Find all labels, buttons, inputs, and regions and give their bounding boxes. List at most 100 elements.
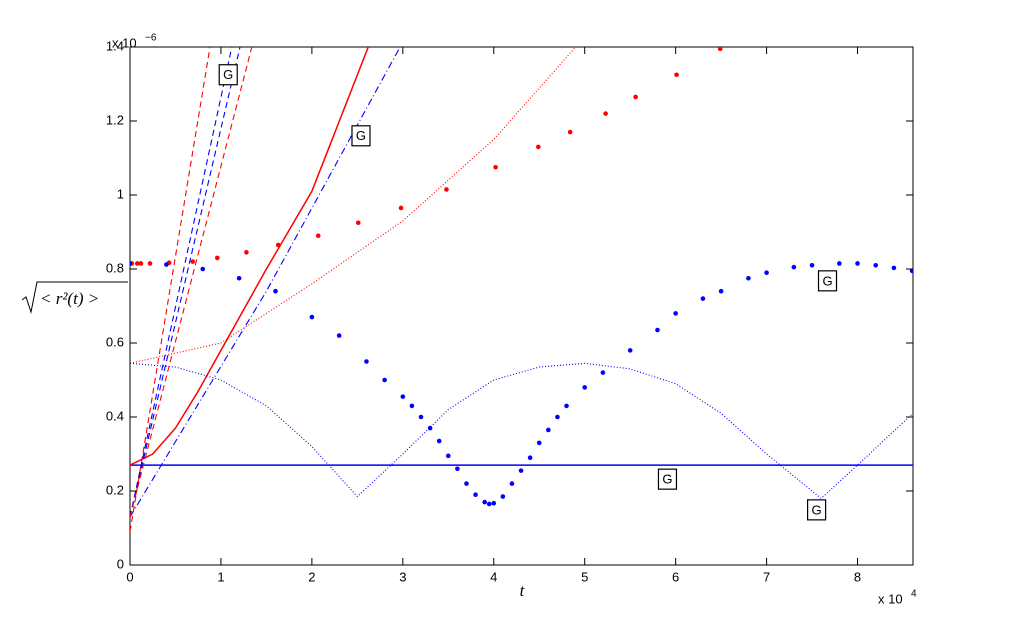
data-point [500,494,506,499]
x-tick-label: 6 [672,569,679,584]
data-point [455,466,460,472]
data-point [244,250,249,255]
data-point [837,261,842,266]
x-tick-label: 8 [854,569,861,584]
data-point [147,261,153,266]
data-point [700,296,706,301]
data-line [130,362,913,500]
data-point [674,72,679,78]
data-point [190,259,196,264]
data-point [491,500,497,506]
data-line [130,47,233,518]
data-point [436,438,442,444]
data-point [718,288,724,294]
annotation: G [812,502,822,517]
data-point [130,261,133,266]
y-tick-label: 0.8 [106,260,124,275]
data-point [355,220,361,226]
annotation: G [822,273,832,288]
data-line [130,47,253,518]
data-point [746,275,751,281]
data-point [273,288,278,294]
x-tick-label: 3 [399,569,406,584]
annotation-box [218,64,238,86]
annotation-box [817,270,838,292]
annotation-box [351,125,371,147]
annotation-box [657,468,678,490]
data-point [891,265,897,271]
data-point [464,481,469,486]
data-point [493,164,498,170]
data-point [309,314,315,320]
data-point [400,394,406,399]
y-tick-label: 1.4 [106,38,124,53]
sqrt-sign [21,281,128,314]
data-point [444,187,449,192]
y-tick-label: 0.4 [106,408,124,423]
data-point [633,94,638,100]
data-point [582,385,588,390]
data-point [518,468,524,473]
y-multiplier-exponent: −6 [145,33,157,44]
annotation-box [807,499,827,521]
data-point [555,414,560,420]
data-point [764,270,769,276]
y-axis-label: < r²(t) > [40,289,99,308]
data-point [486,501,492,507]
data-point [809,263,815,268]
data-point [382,377,387,383]
data-point [336,333,342,338]
y-tick-label: 0.6 [106,334,124,349]
data-point [473,492,478,498]
data-point [536,144,541,150]
data-point [482,499,487,505]
data-point [546,427,551,433]
data-line [130,47,211,532]
data-point [315,233,321,238]
data-point [855,261,860,266]
data-point [909,268,913,274]
data-point [567,129,573,135]
data-point [364,359,369,364]
data-point [600,370,606,375]
annotation: G [662,472,672,487]
data-point [655,327,660,333]
data-point [200,266,206,272]
data-point [603,111,608,116]
data-point [564,403,569,409]
x-multiplier-exponent: 4 [911,589,917,600]
data-point [164,262,169,267]
data-point [445,453,451,459]
x-tick-label: 2 [308,569,315,584]
plot-area [129,46,914,566]
x-tick-label: 0 [126,569,133,584]
data-point [509,481,515,486]
y-tick-label: 1 [117,186,124,201]
data-point [134,261,140,266]
data-point [236,275,242,281]
data-point [536,440,542,446]
data-point [398,205,404,211]
x-multiplier: x 10 [878,591,903,606]
data-line [130,47,241,518]
data-point [627,348,633,353]
data-point [527,455,533,461]
data-point [418,414,424,420]
x-tick-label: 4 [490,569,497,584]
y-tick-label: 1.2 [106,112,124,127]
data-point [409,403,415,409]
data-point [215,255,220,261]
y-tick-label: 0.2 [106,482,124,497]
data-point [673,311,678,316]
data-line [130,47,369,466]
x-tick-label: 1 [217,569,224,584]
annotation: G [356,128,366,143]
annotation: G [223,67,233,82]
data-point [791,264,797,270]
x-tick-label: 5 [581,569,588,584]
y-tick-label: 0 [117,556,124,571]
data-point [873,263,879,268]
data-point [717,47,723,52]
data-point [138,261,144,266]
